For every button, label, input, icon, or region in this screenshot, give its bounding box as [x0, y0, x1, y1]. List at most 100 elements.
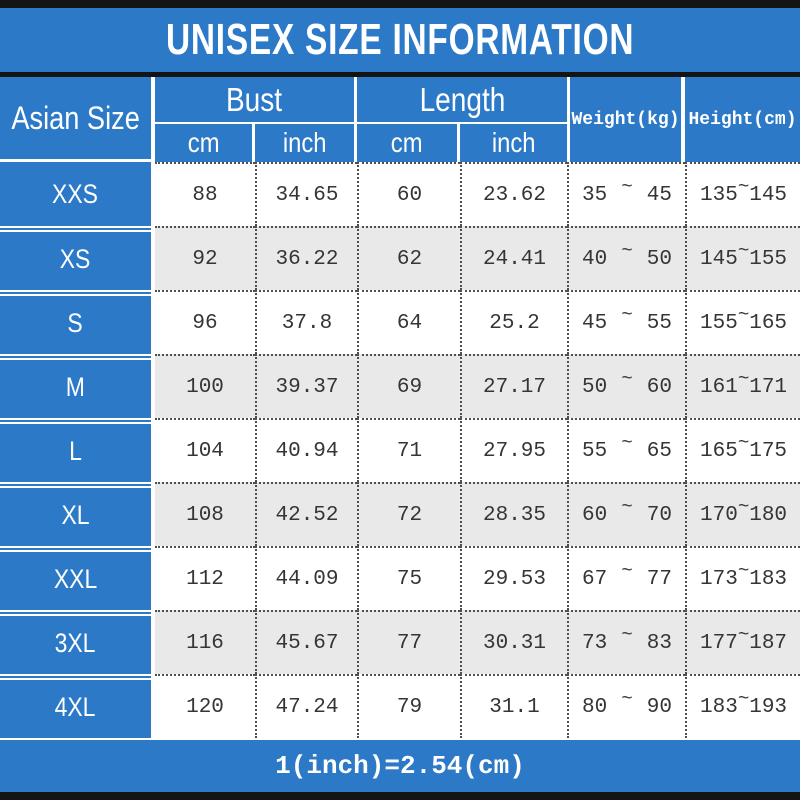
length-cm-cell: 72 [357, 482, 460, 546]
table-row-3xl: 3XL 116 45.67 77 30.31 73 ~83 177 ~187 [0, 610, 800, 674]
height-range-cell: 155 ~165 [685, 290, 800, 354]
header-length-cm: cm [357, 124, 460, 162]
length-cm-cell: 75 [357, 546, 460, 610]
length-cm-cell: 64 [357, 290, 460, 354]
table-row-l: L 104 40.94 71 27.95 55 ~65 165 ~175 [0, 418, 800, 482]
tilde-separator: ~ [737, 368, 750, 390]
length-cm-cell: 71 [357, 418, 460, 482]
table-row-xl: XL 108 42.52 72 28.35 60 ~70 170 ~180 [0, 482, 800, 546]
weight-range-cell: 40 ~50 [567, 226, 685, 290]
bust-cm-cell: 92 [155, 226, 255, 290]
length-inch-cell: 27.17 [460, 354, 567, 418]
bottom-border-bar [0, 792, 800, 800]
header-asian-size: Asian Size [0, 77, 155, 162]
header-length-inch: inch [460, 124, 567, 162]
conversion-note: 1(inch)=2.54(cm) [275, 751, 525, 781]
size-label-cell: S [0, 290, 155, 354]
bust-inch-cell: 40.94 [255, 418, 357, 482]
header-weight: Weight(kg) [567, 77, 685, 162]
page-title: UNISEX SIZE INFORMATION [165, 15, 635, 64]
length-inch-cell: 31.1 [460, 674, 567, 738]
bust-inch-cell: 37.8 [255, 290, 357, 354]
weight-range-cell: 55 ~65 [567, 418, 685, 482]
size-label-cell: XS [0, 226, 155, 290]
weight-range-cell: 73 ~83 [567, 610, 685, 674]
table-row-xxl: XXL 112 44.09 75 29.53 67 ~77 173 ~183 [0, 546, 800, 610]
table-row-xs: XS 92 36.22 62 24.41 40 ~50 145 ~155 [0, 226, 800, 290]
header-bust-inch: inch [255, 124, 357, 162]
size-label-cell: XXL [0, 546, 155, 610]
bust-cm-cell: 108 [155, 482, 255, 546]
title-bar: UNISEX SIZE INFORMATION [0, 8, 800, 72]
header-length-group: Length [357, 77, 567, 124]
length-cm-cell: 69 [357, 354, 460, 418]
tilde-separator: ~ [737, 432, 750, 454]
tilde-separator: ~ [621, 624, 633, 646]
tilde-separator: ~ [621, 496, 633, 518]
bust-inch-cell: 42.52 [255, 482, 357, 546]
tilde-separator: ~ [737, 688, 750, 710]
table-body: XXS 88 34.65 60 23.62 35 ~45 135 ~145 XS 9… [0, 162, 800, 738]
tilde-separator: ~ [621, 560, 633, 582]
weight-range-cell: 60 ~70 [567, 482, 685, 546]
weight-range-cell: 67 ~77 [567, 546, 685, 610]
height-range-cell: 135 ~145 [685, 162, 800, 226]
weight-range-cell: 35 ~45 [567, 162, 685, 226]
height-range-cell: 183 ~193 [685, 674, 800, 738]
conversion-note-bar: 1(inch)=2.54(cm) [0, 738, 800, 792]
bust-inch-cell: 36.22 [255, 226, 357, 290]
weight-range-cell: 80 ~90 [567, 674, 685, 738]
length-inch-cell: 29.53 [460, 546, 567, 610]
bust-cm-cell: 112 [155, 546, 255, 610]
tilde-separator: ~ [621, 688, 633, 710]
tilde-separator: ~ [737, 304, 750, 326]
tilde-separator: ~ [737, 240, 750, 262]
size-label-cell: 3XL [0, 610, 155, 674]
length-cm-cell: 62 [357, 226, 460, 290]
weight-range-cell: 45 ~55 [567, 290, 685, 354]
height-range-cell: 161 ~171 [685, 354, 800, 418]
header-height: Height(cm) [685, 77, 800, 162]
bust-inch-cell: 45.67 [255, 610, 357, 674]
tilde-separator: ~ [737, 624, 750, 646]
table-row-s: S 96 37.8 64 25.2 45 ~55 155 ~165 [0, 290, 800, 354]
bust-cm-cell: 120 [155, 674, 255, 738]
length-inch-cell: 27.95 [460, 418, 567, 482]
bust-cm-cell: 116 [155, 610, 255, 674]
bust-cm-cell: 88 [155, 162, 255, 226]
bust-inch-cell: 34.65 [255, 162, 357, 226]
tilde-separator: ~ [737, 560, 750, 582]
tilde-separator: ~ [621, 304, 633, 326]
header-bust-cm: cm [155, 124, 255, 162]
length-inch-cell: 24.41 [460, 226, 567, 290]
length-inch-cell: 25.2 [460, 290, 567, 354]
height-range-cell: 173 ~183 [685, 546, 800, 610]
table-row-4xl: 4XL 120 47.24 79 31.1 80 ~90 183 ~193 [0, 674, 800, 738]
length-cm-cell: 60 [357, 162, 460, 226]
length-cm-cell: 77 [357, 610, 460, 674]
bust-cm-cell: 96 [155, 290, 255, 354]
top-border-bar [0, 0, 800, 8]
bust-inch-cell: 47.24 [255, 674, 357, 738]
height-range-cell: 145 ~155 [685, 226, 800, 290]
size-label-cell: 4XL [0, 674, 155, 738]
size-label-cell: L [0, 418, 155, 482]
bust-cm-cell: 104 [155, 418, 255, 482]
tilde-separator: ~ [737, 496, 750, 518]
bust-inch-cell: 39.37 [255, 354, 357, 418]
tilde-separator: ~ [621, 176, 633, 198]
bust-cm-cell: 100 [155, 354, 255, 418]
height-range-cell: 177 ~187 [685, 610, 800, 674]
height-range-cell: 170 ~180 [685, 482, 800, 546]
length-inch-cell: 30.31 [460, 610, 567, 674]
bust-inch-cell: 44.09 [255, 546, 357, 610]
size-label-cell: M [0, 354, 155, 418]
title-divider [0, 72, 800, 77]
length-cm-cell: 79 [357, 674, 460, 738]
length-inch-cell: 28.35 [460, 482, 567, 546]
size-label-cell: XL [0, 482, 155, 546]
weight-range-cell: 50 ~60 [567, 354, 685, 418]
tilde-separator: ~ [737, 176, 750, 198]
height-range-cell: 165 ~175 [685, 418, 800, 482]
